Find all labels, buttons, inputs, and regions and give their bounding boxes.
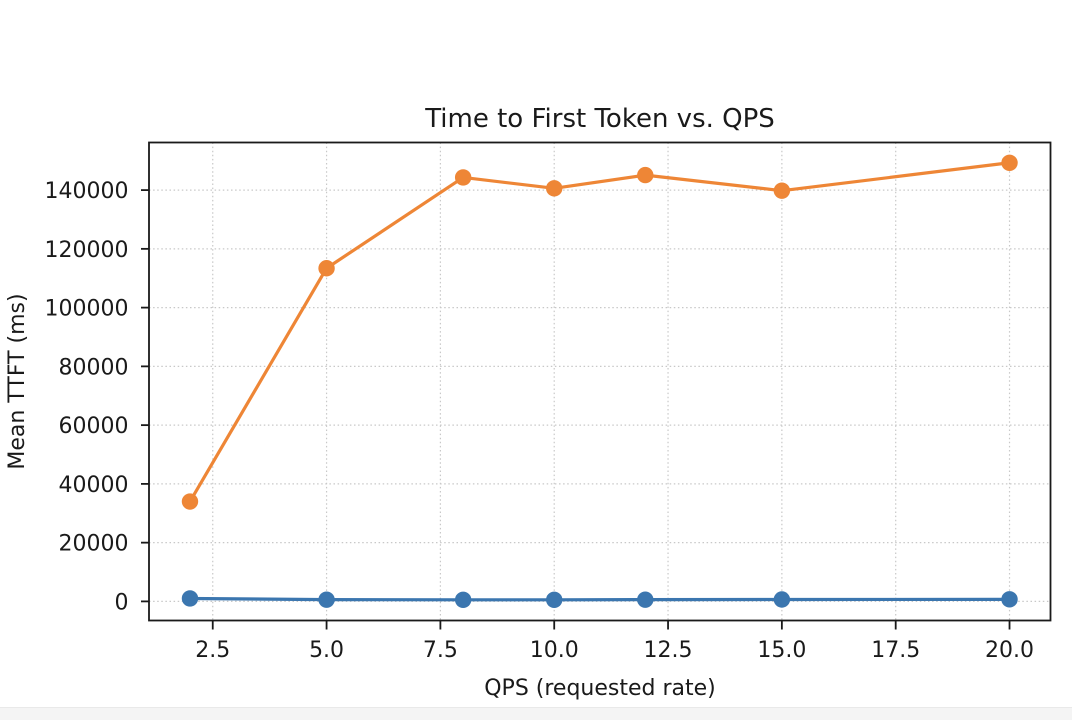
y-tick-label: 20000 bbox=[59, 532, 129, 557]
grid-layer bbox=[149, 142, 1051, 621]
x-tick-label: 10.0 bbox=[530, 638, 579, 663]
y-tick-label: 120000 bbox=[45, 238, 129, 263]
data-point-blue bbox=[637, 591, 654, 608]
x-axis-label: QPS (requested rate) bbox=[484, 676, 716, 701]
x-tick-label: 2.5 bbox=[195, 638, 230, 663]
x-tick-label: 5.0 bbox=[309, 638, 344, 663]
y-tick-label: 80000 bbox=[59, 355, 129, 380]
data-point-blue bbox=[773, 591, 791, 608]
data-point-orange bbox=[318, 260, 335, 277]
data-point-orange bbox=[773, 182, 791, 199]
data-point-orange bbox=[1001, 154, 1018, 171]
y-axis-label: Mean TTFT (ms) bbox=[5, 293, 30, 469]
axes-box bbox=[148, 141, 1052, 622]
data-point-blue bbox=[454, 591, 472, 608]
data-point-blue bbox=[181, 590, 199, 607]
plot-border bbox=[148, 141, 1052, 622]
data-point-blue bbox=[546, 591, 563, 608]
data-point-blue bbox=[1001, 591, 1018, 608]
data-point-blue bbox=[318, 591, 335, 608]
data-point-orange bbox=[454, 169, 472, 186]
y-tick-label: 60000 bbox=[59, 414, 129, 439]
x-tick-label: 20.0 bbox=[985, 638, 1034, 663]
x-tick-label: 12.5 bbox=[644, 638, 693, 663]
x-tick-label: 7.5 bbox=[423, 638, 458, 663]
series-line-blue bbox=[188, 596, 1012, 602]
label-layer: Time to First Token vs. QPS QPS (request… bbox=[5, 104, 775, 701]
x-tick-label: 17.5 bbox=[871, 638, 920, 663]
window-bottom-strip bbox=[0, 707, 1072, 720]
y-tick-label: 0 bbox=[115, 590, 129, 615]
series-layer bbox=[181, 154, 1018, 608]
data-point-orange bbox=[637, 166, 654, 184]
x-tick-label: 15.0 bbox=[757, 638, 806, 663]
chart-title: Time to First Token vs. QPS bbox=[424, 104, 775, 134]
data-point-orange bbox=[546, 180, 563, 197]
data-point-orange bbox=[181, 493, 199, 510]
tick-layer: 0 20000 40000 60000 80000 100000 120000 140000 2… bbox=[45, 179, 1034, 663]
y-tick-label: 40000 bbox=[59, 473, 129, 498]
series-line-orange bbox=[188, 161, 1012, 504]
y-tick-label: 100000 bbox=[45, 297, 129, 322]
y-tick-label: 140000 bbox=[45, 179, 129, 204]
